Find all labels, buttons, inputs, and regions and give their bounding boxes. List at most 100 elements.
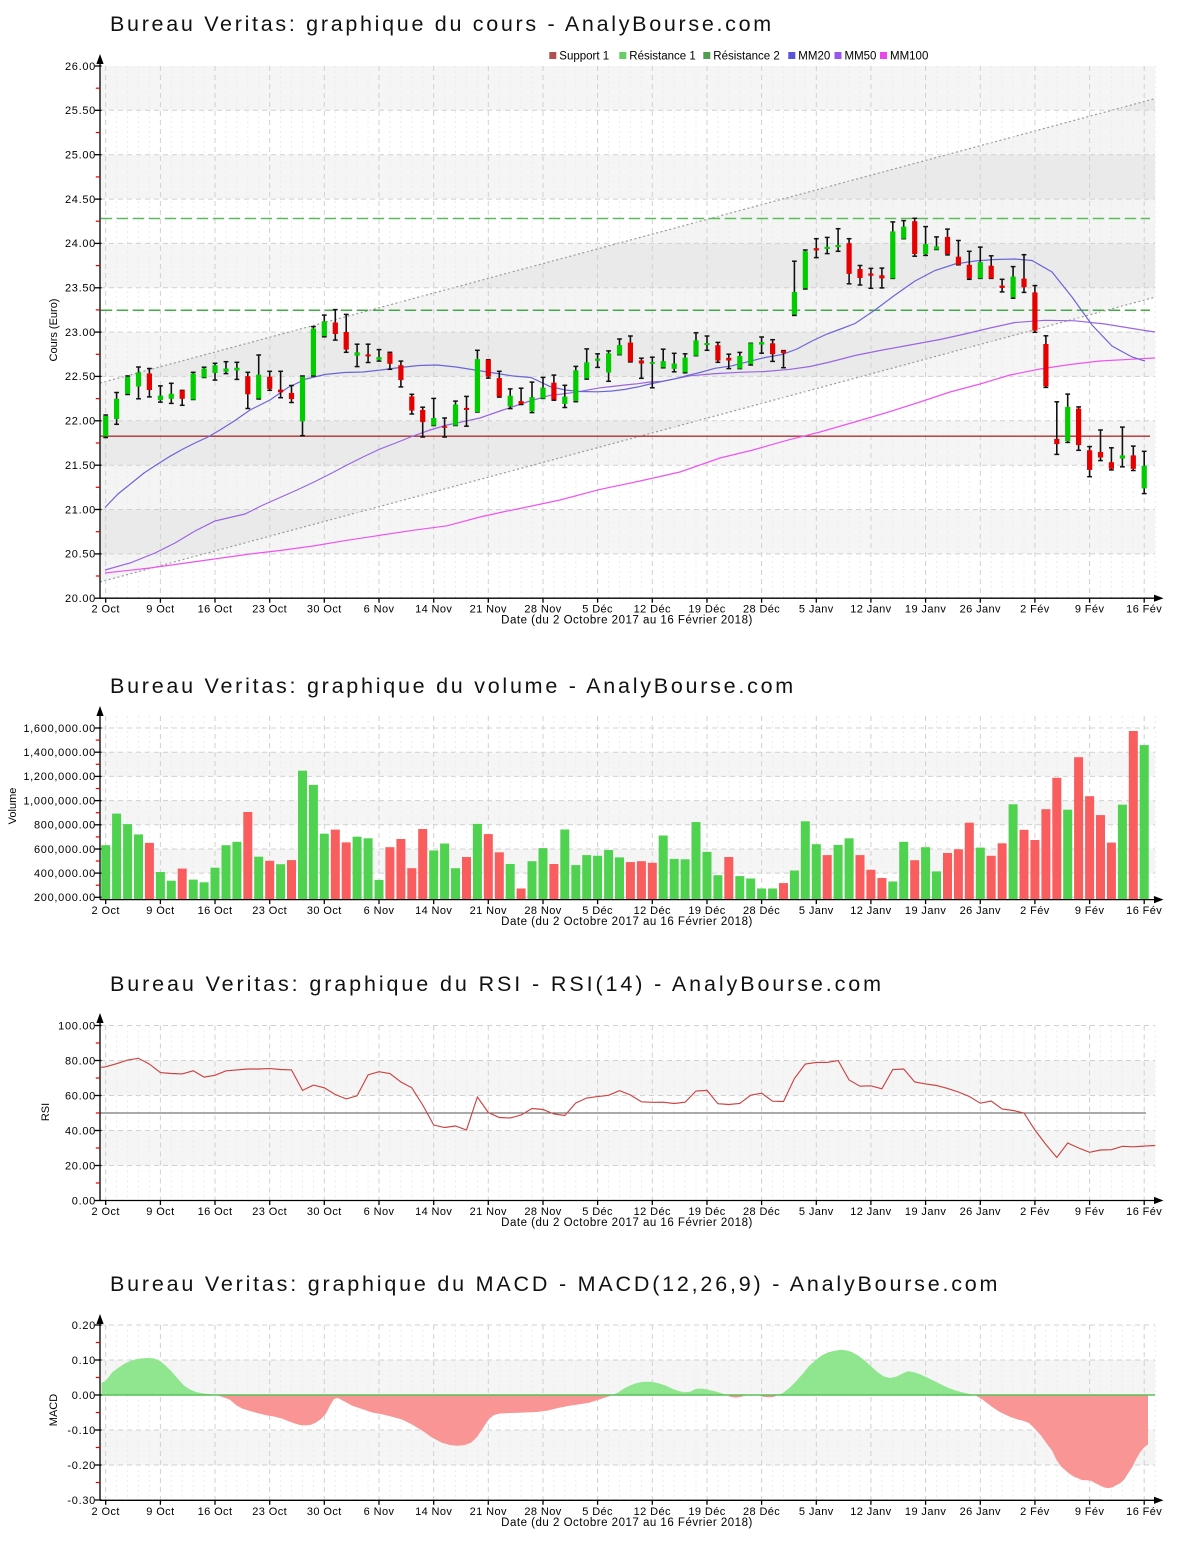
svg-text:16 Oct: 16 Oct bbox=[198, 1206, 233, 1218]
svg-text:26 Janv: 26 Janv bbox=[960, 1206, 1001, 1218]
svg-text:12 Janv: 12 Janv bbox=[850, 905, 891, 917]
svg-text:19 Déc: 19 Déc bbox=[688, 604, 725, 616]
svg-text:20.00: 20.00 bbox=[65, 1160, 96, 1172]
svg-text:80.00: 80.00 bbox=[65, 1055, 96, 1067]
svg-text:Bureau Veritas: graphique du v: Bureau Veritas: graphique du volume - An… bbox=[110, 674, 796, 698]
svg-text:20.50: 20.50 bbox=[65, 549, 96, 561]
svg-text:26 Janv: 26 Janv bbox=[960, 604, 1001, 616]
svg-text:MM20: MM20 bbox=[798, 51, 830, 63]
svg-text:0.20: 0.20 bbox=[72, 1320, 96, 1332]
svg-text:12 Déc: 12 Déc bbox=[634, 905, 671, 917]
svg-text:1,600,000.00: 1,600,000.00 bbox=[23, 723, 96, 735]
svg-text:5 Janv: 5 Janv bbox=[799, 604, 834, 616]
svg-text:16 Oct: 16 Oct bbox=[198, 905, 233, 917]
svg-text:MACD: MACD bbox=[48, 1394, 60, 1426]
svg-text:16 Oct: 16 Oct bbox=[198, 604, 233, 616]
svg-text:2 Oct: 2 Oct bbox=[92, 604, 120, 616]
svg-text:25.50: 25.50 bbox=[65, 105, 96, 117]
svg-text:21.00: 21.00 bbox=[65, 504, 96, 516]
svg-text:5 Janv: 5 Janv bbox=[799, 1206, 834, 1218]
svg-text:16 Fév: 16 Fév bbox=[1126, 604, 1162, 616]
svg-text:28 Déc: 28 Déc bbox=[743, 604, 780, 616]
svg-text:28 Nov: 28 Nov bbox=[524, 905, 561, 917]
svg-text:5 Déc: 5 Déc bbox=[582, 604, 613, 616]
svg-text:Résistance 2: Résistance 2 bbox=[713, 51, 779, 63]
svg-text:23 Oct: 23 Oct bbox=[252, 1206, 287, 1218]
svg-text:-0.30: -0.30 bbox=[67, 1495, 96, 1507]
svg-text:5 Déc: 5 Déc bbox=[582, 1206, 613, 1218]
svg-text:19 Janv: 19 Janv bbox=[905, 1206, 946, 1218]
svg-text:6 Nov: 6 Nov bbox=[364, 1506, 395, 1518]
svg-text:23 Oct: 23 Oct bbox=[252, 1506, 287, 1518]
svg-text:21 Nov: 21 Nov bbox=[470, 604, 507, 616]
svg-text:0.00: 0.00 bbox=[72, 1390, 96, 1402]
svg-text:19 Janv: 19 Janv bbox=[905, 905, 946, 917]
svg-text:60.00: 60.00 bbox=[65, 1090, 96, 1102]
svg-text:12 Déc: 12 Déc bbox=[634, 1206, 671, 1218]
svg-text:2 Fév: 2 Fév bbox=[1020, 604, 1050, 616]
svg-text:Bureau Veritas: graphique du R: Bureau Veritas: graphique du RSI - RSI(1… bbox=[110, 972, 884, 996]
svg-text:9 Fév: 9 Fév bbox=[1075, 1506, 1105, 1518]
svg-text:26 Janv: 26 Janv bbox=[960, 905, 1001, 917]
svg-text:9 Oct: 9 Oct bbox=[146, 905, 174, 917]
svg-text:12 Déc: 12 Déc bbox=[634, 604, 671, 616]
svg-text:16 Fév: 16 Fév bbox=[1126, 1506, 1162, 1518]
svg-text:5 Janv: 5 Janv bbox=[799, 1506, 834, 1518]
svg-text:19 Déc: 19 Déc bbox=[688, 905, 725, 917]
svg-text:9 Oct: 9 Oct bbox=[146, 1206, 174, 1218]
svg-text:Date (du 2 Octobre 2017 au 16: Date (du 2 Octobre 2017 au 16 Février 20… bbox=[501, 916, 753, 928]
svg-text:23 Oct: 23 Oct bbox=[252, 905, 287, 917]
svg-text:21 Nov: 21 Nov bbox=[470, 1206, 507, 1218]
svg-text:Volume: Volume bbox=[7, 788, 19, 825]
svg-text:14 Nov: 14 Nov bbox=[415, 1506, 452, 1518]
svg-text:0.10: 0.10 bbox=[72, 1355, 96, 1367]
svg-text:16 Fév: 16 Fév bbox=[1126, 905, 1162, 917]
svg-text:30 Oct: 30 Oct bbox=[307, 1206, 342, 1218]
svg-text:200,000.00: 200,000.00 bbox=[34, 892, 96, 904]
svg-text:9 Oct: 9 Oct bbox=[146, 604, 174, 616]
svg-text:20.00: 20.00 bbox=[65, 593, 96, 605]
svg-text:Date (du 2 Octobre 2017 au 16: Date (du 2 Octobre 2017 au 16 Février 20… bbox=[501, 1217, 753, 1229]
svg-text:40.00: 40.00 bbox=[65, 1125, 96, 1137]
svg-text:-0.10: -0.10 bbox=[67, 1425, 96, 1437]
svg-text:21.50: 21.50 bbox=[65, 460, 96, 472]
svg-text:9 Fév: 9 Fév bbox=[1075, 905, 1105, 917]
svg-text:12 Janv: 12 Janv bbox=[850, 604, 891, 616]
svg-text:28 Déc: 28 Déc bbox=[743, 1206, 780, 1218]
svg-text:2 Fév: 2 Fév bbox=[1020, 1506, 1050, 1518]
svg-text:28 Nov: 28 Nov bbox=[524, 1206, 561, 1218]
svg-text:MM100: MM100 bbox=[890, 51, 928, 63]
svg-text:5 Déc: 5 Déc bbox=[582, 1506, 613, 1518]
svg-text:16 Fév: 16 Fév bbox=[1126, 1206, 1162, 1218]
svg-text:14 Nov: 14 Nov bbox=[415, 604, 452, 616]
svg-text:28 Nov: 28 Nov bbox=[524, 1506, 561, 1518]
svg-text:Bureau Veritas: graphique du M: Bureau Veritas: graphique du MACD - MACD… bbox=[110, 1272, 1000, 1296]
svg-text:9 Fév: 9 Fév bbox=[1075, 1206, 1105, 1218]
svg-text:19 Janv: 19 Janv bbox=[905, 604, 946, 616]
svg-text:Date (du 2 Octobre 2017 au 16: Date (du 2 Octobre 2017 au 16 Février 20… bbox=[501, 615, 753, 627]
svg-text:21 Nov: 21 Nov bbox=[470, 1506, 507, 1518]
svg-text:12 Janv: 12 Janv bbox=[850, 1506, 891, 1518]
svg-text:600,000.00: 600,000.00 bbox=[34, 844, 96, 856]
svg-text:23 Oct: 23 Oct bbox=[252, 604, 287, 616]
svg-text:14 Nov: 14 Nov bbox=[415, 1206, 452, 1218]
svg-text:9 Fév: 9 Fév bbox=[1075, 604, 1105, 616]
svg-text:30 Oct: 30 Oct bbox=[307, 604, 342, 616]
svg-text:RSI: RSI bbox=[40, 1103, 52, 1121]
svg-text:16 Oct: 16 Oct bbox=[198, 1506, 233, 1518]
svg-text:23.00: 23.00 bbox=[65, 327, 96, 339]
svg-text:1,000,000.00: 1,000,000.00 bbox=[23, 795, 96, 807]
svg-text:26.00: 26.00 bbox=[65, 61, 96, 73]
svg-text:0.00: 0.00 bbox=[72, 1195, 96, 1207]
svg-text:400,000.00: 400,000.00 bbox=[34, 868, 96, 880]
svg-text:24.50: 24.50 bbox=[65, 194, 96, 206]
svg-text:Support 1: Support 1 bbox=[559, 51, 609, 63]
svg-text:100.00: 100.00 bbox=[58, 1020, 96, 1032]
svg-text:800,000.00: 800,000.00 bbox=[34, 820, 96, 832]
svg-text:Bureau Veritas: graphique du c: Bureau Veritas: graphique du cours - Ana… bbox=[110, 12, 774, 36]
svg-text:2 Fév: 2 Fév bbox=[1020, 905, 1050, 917]
svg-text:Cours (Euro): Cours (Euro) bbox=[48, 299, 60, 362]
svg-text:30 Oct: 30 Oct bbox=[307, 905, 342, 917]
svg-text:26 Janv: 26 Janv bbox=[960, 1506, 1001, 1518]
svg-text:21 Nov: 21 Nov bbox=[470, 905, 507, 917]
